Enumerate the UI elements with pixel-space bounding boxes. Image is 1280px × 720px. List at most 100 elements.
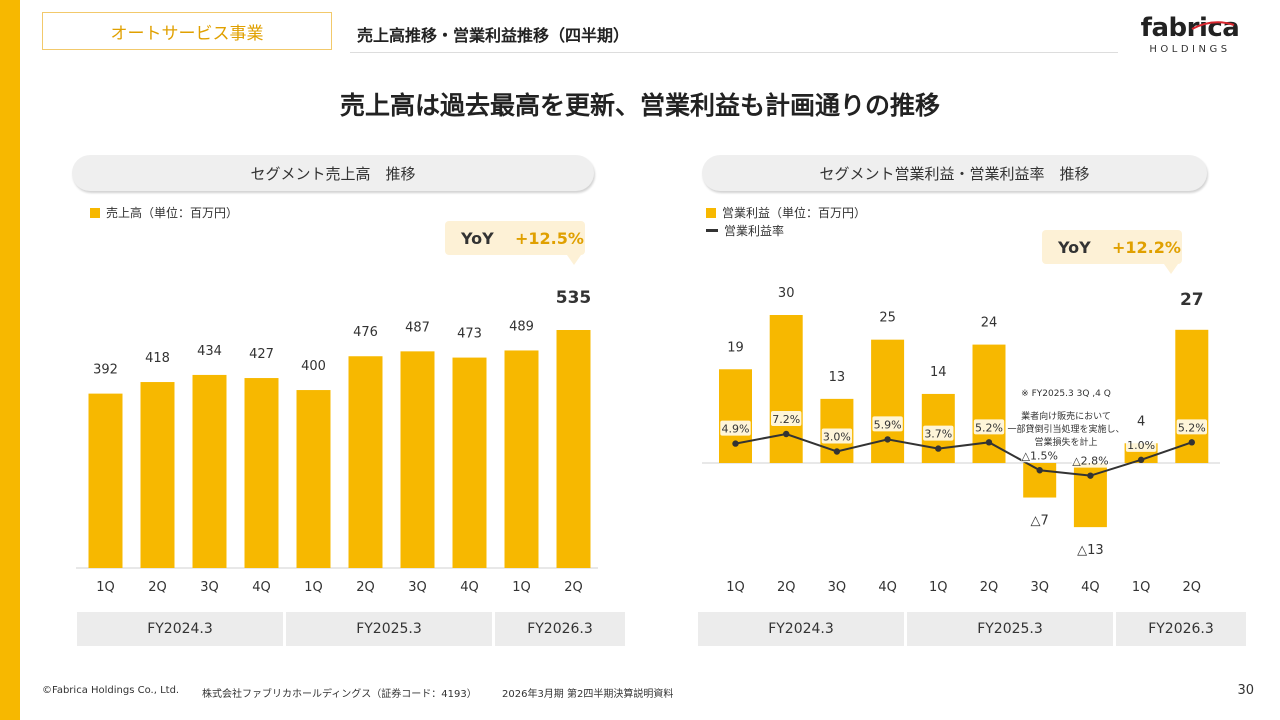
margin-label-bg (973, 419, 1005, 435)
profit-legend-line-label: 営業利益率 (724, 224, 785, 238)
sales-value-label: 392 (93, 363, 118, 378)
fiscal-year-cell: FY2024.3 (698, 612, 904, 646)
sales-value-label: 418 (145, 351, 170, 366)
fiscal-year-cell: FY2025.3 (907, 612, 1113, 646)
segment-tag: オートサービス事業 (42, 12, 332, 50)
company-logo: fabrica HOLDINGS (1140, 14, 1240, 55)
margin-point (1188, 439, 1196, 446)
margin-label-bg (1125, 436, 1157, 452)
sales-value-label: 434 (197, 344, 222, 359)
profit-quarter-tick: 3Q (828, 580, 847, 595)
sales-legend: 売上高（単位：百万円） (90, 204, 238, 221)
margin-label-bg (720, 420, 751, 436)
sales-value-label: 427 (249, 347, 274, 362)
profit-value-label: △7 (1031, 514, 1049, 529)
sales-yoy-callout: YoY +12.5% (445, 221, 585, 265)
profit-value-label: 24 (981, 316, 998, 331)
margin-value-label: △2.8% (1072, 455, 1108, 468)
margin-value-label: 3.0% (823, 431, 851, 444)
sales-quarter-tick: 1Q (304, 580, 323, 595)
margin-label-bg (872, 416, 903, 432)
profit-value-label: 27 (1180, 290, 1204, 310)
profit-bar (769, 315, 803, 463)
callout-pointer (1164, 264, 1178, 274)
margin-label-bg (771, 411, 802, 426)
header-divider (350, 52, 1118, 53)
profit-panel-title: セグメント営業利益・営業利益率 推移 (702, 155, 1207, 191)
margin-point (1137, 456, 1145, 464)
footer-document: 2026年3月期 第2四半期決算説明資料 (502, 689, 674, 700)
note-line: 一部貸倒引当処理を実施し、 (1007, 425, 1125, 435)
sales-bar (192, 374, 227, 568)
sales-quarter-tick: 4Q (252, 580, 271, 595)
sales-yoy-label: YoY (461, 228, 494, 248)
margin-point (884, 436, 891, 443)
legend-line-swatch (706, 229, 718, 232)
margin-point (985, 439, 993, 446)
profit-quarter-tick: 4Q (1081, 580, 1100, 595)
margin-label-bg (1176, 419, 1207, 435)
loss-footnote: ※ FY2025.3 3Q ,4 Q 業者向け販売において 一部貸倒引当処理を実… (1006, 388, 1126, 450)
footer-copyright: ©Fabrica Holdings Co., Ltd. (42, 685, 180, 696)
footer-company: 株式会社ファブリカホールディングス（証券コード：4193） (202, 689, 477, 700)
profit-legend-bar: 営業利益（単位：百万円） (706, 204, 866, 221)
profit-value-label: 19 (727, 340, 744, 355)
profit-quarter-tick: 3Q (1030, 580, 1049, 595)
profit-quarter-tick: 2Q (1183, 580, 1202, 595)
sales-value-label: 400 (301, 359, 326, 374)
margin-label-bg (1021, 447, 1059, 463)
sales-fiscal-year-row: FY2024.3 FY2025.3 FY2026.3 (77, 612, 625, 646)
sales-bar (88, 393, 123, 568)
sales-value-label: 487 (405, 320, 430, 335)
margin-point (935, 445, 942, 452)
profit-quarter-tick: 4Q (878, 580, 897, 595)
accent-sidebar (0, 0, 20, 720)
note-line: ※ FY2025.3 3Q ,4 Q (1021, 389, 1111, 399)
margin-label-bg (923, 425, 954, 441)
callout-pointer (567, 255, 581, 265)
profit-legend-bar-label: 営業利益（単位：百万円） (722, 206, 867, 220)
sales-legend-label: 売上高（単位：百万円） (106, 206, 239, 220)
fiscal-year-cell: FY2025.3 (286, 612, 492, 646)
sales-value-label: 476 (353, 325, 378, 340)
sales-bar (504, 350, 539, 568)
margin-point (732, 440, 739, 447)
margin-point (1036, 467, 1043, 474)
profit-yoy-value: +12.2% (1112, 237, 1181, 257)
logo-subtitle: HOLDINGS (1149, 44, 1231, 55)
fiscal-year-cell: FY2026.3 (495, 612, 625, 646)
legend-swatch (90, 207, 100, 218)
profit-value-label: 4 (1137, 414, 1145, 429)
margin-line (735, 432, 1193, 477)
margin-value-label: 7.2% (772, 413, 800, 426)
sales-panel-title: セグメント売上高 推移 (72, 155, 594, 191)
sales-value-label: 473 (457, 327, 482, 342)
sales-bar (244, 378, 279, 568)
margin-value-label: 3.7% (924, 428, 952, 441)
profit-bar (871, 339, 905, 463)
logo-wordmark: fabrica (1140, 13, 1240, 43)
profit-fiscal-year-row: FY2024.3 FY2025.3 FY2026.3 (698, 612, 1246, 646)
margin-point (1087, 472, 1094, 479)
margin-value-label: 5.2% (1178, 421, 1206, 434)
sales-value-label: 489 (509, 319, 534, 334)
sales-quarter-tick: 2Q (564, 580, 583, 595)
profit-quarter-tick: 2Q (777, 580, 796, 595)
page-title: 売上高推移・営業利益推移（四半期） (357, 26, 630, 45)
profit-quarter-tick: 1Q (1132, 580, 1151, 595)
sales-quarter-tick: 1Q (96, 580, 115, 595)
sales-quarter-tick: 2Q (148, 580, 167, 595)
headline: 売上高は過去最高を更新、営業利益も計画通りの推移 (339, 91, 940, 120)
sales-bar (140, 382, 175, 568)
sales-bar (348, 356, 383, 568)
fiscal-year-cell: FY2026.3 (1116, 612, 1246, 646)
sales-bar (556, 330, 591, 568)
margin-point (783, 430, 790, 438)
margin-value-label: △1.5% (1021, 449, 1057, 462)
sales-bar (400, 351, 435, 568)
sales-quarter-tick: 3Q (408, 580, 427, 595)
fiscal-year-cell: FY2024.3 (77, 612, 283, 646)
margin-label-bg (821, 428, 853, 444)
profit-value-label: △13 (1077, 543, 1104, 558)
